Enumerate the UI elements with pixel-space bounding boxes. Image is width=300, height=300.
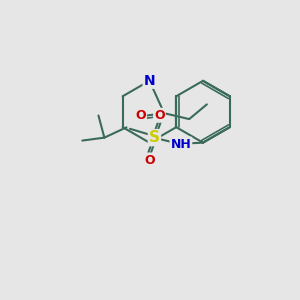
Text: S: S [149, 130, 160, 145]
Text: NH: NH [170, 138, 191, 151]
Text: O: O [144, 154, 155, 166]
Text: N: N [144, 74, 155, 88]
Text: O: O [135, 109, 146, 122]
Text: O: O [154, 109, 165, 122]
